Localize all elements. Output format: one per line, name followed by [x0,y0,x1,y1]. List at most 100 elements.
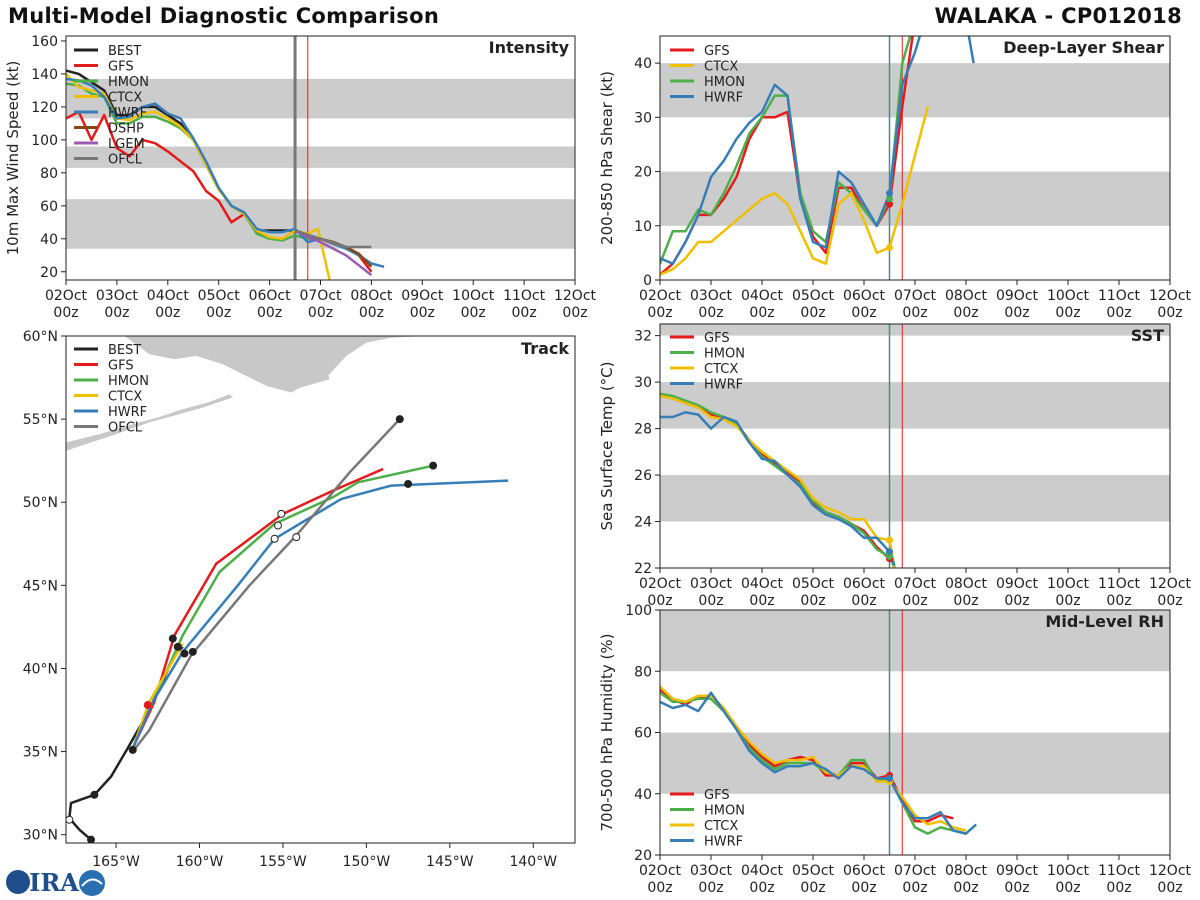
track-hwrf [131,479,509,749]
x-tick-hour: 00z [155,305,180,321]
x-tick-label: 09Oct [996,576,1039,592]
x-tick-hour: 00z [1157,880,1182,896]
y-tick-label: 20 [634,165,652,181]
y-tick-label: 100 [31,133,58,149]
track-hmon [131,464,434,749]
band [660,475,1170,522]
x-tick-label: 04Oct [741,863,784,879]
x-tick-hour: 00z [902,305,927,321]
legend-label-ctcx: CTCX [704,60,738,75]
x-tick-label: 10Oct [1047,288,1090,304]
track-marker-ofcl [277,509,286,518]
plot-frame [65,335,576,844]
legend-label-hwrf: HWRF [704,378,743,393]
y-tick-label: 80 [40,166,58,182]
x-tick-label: 11Oct [503,288,546,304]
track-gfs [131,467,384,749]
track-marker-ofcl [292,533,301,542]
x-tick-hour: 00z [1157,593,1182,609]
x-tick-label: 07Oct [299,288,342,304]
x-tick-hour: 00z [1106,593,1131,609]
panel-title: SST [1131,326,1164,345]
x-tick-label: 02Oct [639,576,682,592]
legend-label-dshp: DSHP [108,122,144,137]
series-hmon [660,392,896,568]
x-tick-label: 10Oct [1047,863,1090,879]
series-ofcl [294,229,372,249]
land-peninsula [66,394,233,451]
x-tick-hour: 00z [410,305,435,321]
legend-label-hmon: HMON [704,75,745,90]
series-gfs [660,36,914,276]
y-tick-label: 120 [31,100,58,116]
storm-id: WALAKA - CP012018 [934,4,1182,28]
series-hwrf [660,411,896,567]
y-tick-label: 30 [634,110,652,126]
series-lgem [294,229,373,277]
page-title: Multi-Model Diagnostic Comparison [8,4,440,28]
x-tick-label: 11Oct [1098,288,1141,304]
init-marker-ctcx [886,243,893,251]
x-tick-label: 03Oct [690,288,733,304]
y-tick-label: 60°N [23,329,58,345]
y-tick-label: 60 [40,199,58,215]
x-tick-label: 155°W [259,854,307,870]
x-tick-hour: 00z [562,305,587,321]
track-ofcl [131,418,401,753]
x-tick-hour: 00z [53,305,78,321]
x-tick-label: 07Oct [894,576,937,592]
series-ctcx [660,685,967,832]
legend-label-gfs: GFS [108,60,134,75]
legend-label-ofcl: OFCL [108,153,143,168]
x-tick-hour: 00z [206,305,231,321]
x-tick-hour: 00z [698,593,723,609]
series-hwrf [660,691,978,835]
x-tick-hour: 00z [749,593,774,609]
panel-title: Deep-Layer Shear [1003,38,1164,57]
x-tick-label: 09Oct [996,288,1039,304]
x-tick-label: 06Oct [843,576,886,592]
y-tick-label: 80 [634,664,652,680]
band [660,63,1170,118]
x-tick-label: 05Oct [198,288,241,304]
y-axis-label: 10m Max Wind Speed (kt) [4,61,22,256]
y-axis-label: 700-500 hPa Humidity (%) [598,633,616,831]
legend-label-ctcx: CTCX [704,362,738,377]
legend-label-ofcl: OFCL [108,421,143,436]
x-tick-label: 09Oct [401,288,444,304]
x-tick-label: 07Oct [894,288,937,304]
x-tick-label: 10Oct [1047,576,1090,592]
init-marker-hwrf [886,774,893,782]
x-tick-label: 12Oct [1149,576,1192,592]
y-tick-label: 22 [634,561,652,577]
legend-label-hmon: HMON [108,374,149,389]
panel-title: Mid-Level RH [1045,612,1164,631]
track-marker-gfs [143,701,152,710]
init-marker-hwrf [886,548,893,556]
land-kodiak [286,365,330,388]
y-tick-label: 40 [634,787,652,803]
panel-track: 165°W 160°W 155°W 150°W 145°W 140°W 30°N 35°N 40… [23,329,576,870]
x-tick-label: 03Oct [690,576,733,592]
x-tick-hour: 00z [1004,593,1029,609]
x-tick-label: 05Oct [792,576,835,592]
panel-title: Intensity [489,38,570,57]
track-marker-best [168,634,177,643]
track-marker-best [173,642,182,651]
y-tick-label: 160 [31,34,58,50]
track-marker-best [128,745,137,754]
y-axis-label: 200-850 hPa Shear (kt) [598,71,616,245]
band [660,382,1170,429]
track-marker-ofcl [395,415,404,424]
legend-label-ctcx: CTCX [108,390,142,405]
y-tick-label: 32 [634,329,652,345]
y-tick-label: 50°N [23,495,58,511]
x-tick-label: 12Oct [1149,288,1192,304]
legend-label-best: BEST [108,44,141,59]
x-tick-label: 02Oct [45,288,88,304]
x-tick-hour: 00z [953,593,978,609]
x-tick-label: 03Oct [690,863,733,879]
x-tick-label: 04Oct [147,288,190,304]
track-marker-hmon [429,461,438,470]
